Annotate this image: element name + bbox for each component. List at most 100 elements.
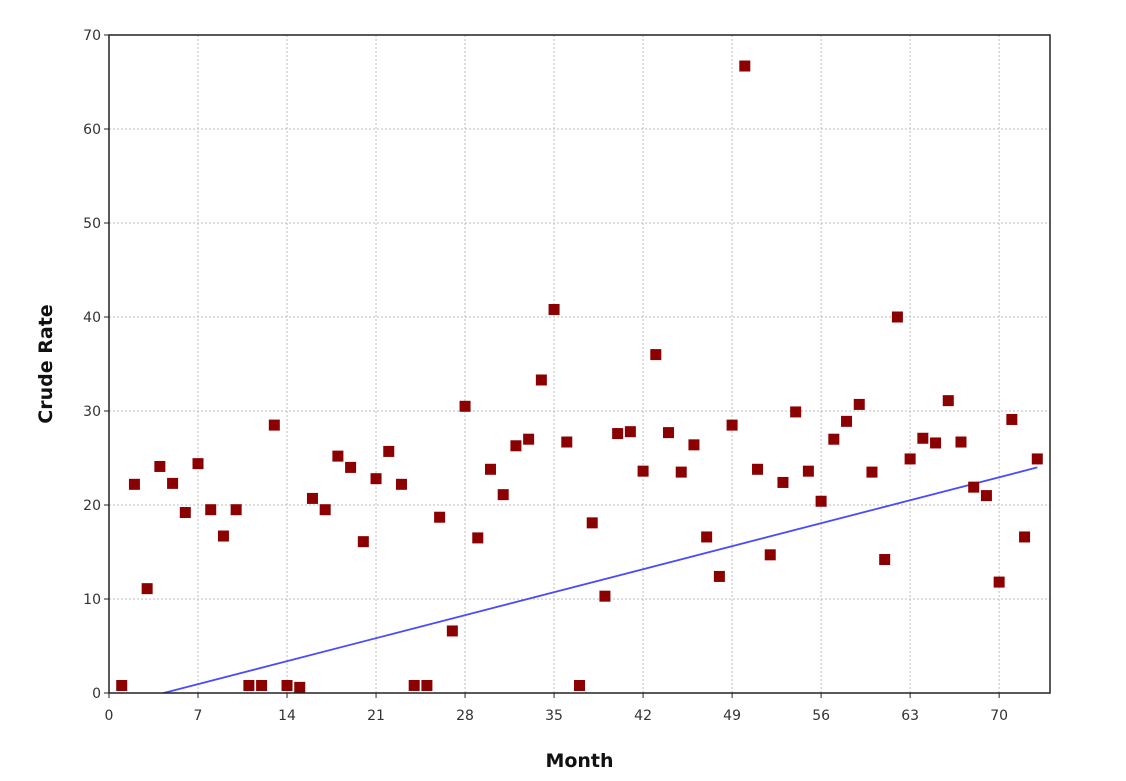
x-tick-label: 28: [456, 708, 474, 724]
data-point: [574, 679, 585, 691]
data-point: [535, 374, 547, 386]
data-point: [446, 625, 458, 637]
data-point: [345, 461, 357, 473]
data-point: [192, 458, 204, 470]
data-point: [294, 681, 306, 693]
data-point: [980, 490, 992, 502]
data-point: [141, 583, 153, 595]
data-point: [357, 536, 369, 548]
y-axis-ticks: 0 10 20 30 40 50 60 70: [83, 28, 109, 702]
data-point: [764, 549, 776, 561]
data-point: [128, 478, 140, 490]
plot-frame: [108, 34, 1051, 694]
data-point: [408, 679, 420, 691]
data-point: [828, 433, 840, 445]
data-point: [472, 532, 484, 544]
data-point: [243, 679, 255, 691]
data-point: [917, 432, 929, 444]
data-point: [726, 419, 738, 431]
data-point: [434, 511, 446, 523]
trend-line-group: [163, 466, 1038, 694]
data-point: [802, 465, 814, 477]
data-point: [256, 679, 268, 691]
data-point: [1031, 453, 1043, 465]
data-point: [306, 492, 318, 504]
data-point: [624, 426, 636, 438]
data-point: [612, 428, 624, 440]
data-point: [675, 466, 687, 478]
data-point: [561, 436, 573, 448]
x-axis-title: Month: [545, 750, 613, 772]
data-point: [370, 473, 382, 485]
data-point: [395, 478, 407, 490]
data-point: [205, 504, 217, 516]
data-point: [790, 406, 802, 418]
data-point: [1006, 413, 1018, 425]
x-tick-label: 21: [367, 708, 385, 724]
data-points: [116, 60, 1043, 693]
y-tick-label: 70: [83, 28, 101, 44]
data-point: [332, 450, 344, 462]
x-tick-label: 14: [278, 708, 296, 724]
data-point: [383, 445, 395, 457]
x-tick-label: 0: [105, 708, 114, 724]
x-tick-label: 42: [634, 708, 652, 724]
data-point: [891, 311, 903, 323]
data-point: [955, 436, 967, 448]
data-point: [268, 419, 280, 431]
data-point: [319, 504, 331, 516]
y-axis-title: Crude Rate: [35, 304, 57, 423]
data-point: [841, 415, 853, 427]
data-point: [752, 463, 764, 475]
data-point: [421, 679, 433, 691]
data-point: [230, 504, 242, 516]
data-point: [484, 463, 496, 475]
x-tick-label: 63: [901, 708, 919, 724]
data-point: [217, 530, 229, 542]
data-point: [853, 398, 865, 410]
data-point: [637, 465, 649, 477]
data-point: [497, 489, 509, 501]
y-tick-label: 50: [83, 216, 101, 232]
data-point: [1019, 531, 1031, 543]
data-point: [713, 570, 725, 582]
data-point: [815, 495, 827, 507]
data-point: [739, 60, 751, 72]
y-tick-label: 10: [83, 592, 101, 608]
data-point: [930, 437, 942, 449]
y-tick-label: 60: [83, 122, 101, 138]
data-point: [688, 439, 700, 451]
data-point: [942, 395, 954, 407]
data-point: [777, 476, 789, 488]
data-point: [650, 349, 662, 361]
y-tick-label: 30: [83, 404, 101, 420]
x-axis-ticks: 0 7 14 21 28 35 42 49 56 63 70: [105, 693, 1008, 724]
x-tick-label: 35: [545, 708, 563, 724]
data-point: [663, 427, 675, 439]
data-point: [116, 679, 128, 691]
data-point: [179, 507, 191, 519]
trend-line: [163, 466, 1038, 694]
data-point: [701, 531, 713, 543]
y-tick-label: 0: [92, 686, 101, 702]
data-point: [599, 590, 611, 602]
data-point: [586, 517, 598, 529]
data-point: [904, 453, 916, 465]
data-point: [167, 477, 179, 489]
x-tick-label: 7: [194, 708, 203, 724]
data-point: [154, 460, 166, 472]
grid: [108, 34, 1050, 694]
data-point: [968, 481, 980, 493]
data-point: [866, 466, 878, 478]
data-point: [459, 400, 471, 412]
x-tick-label: 56: [812, 708, 830, 724]
data-point: [993, 576, 1005, 588]
data-point: [548, 303, 560, 315]
x-tick-label: 70: [990, 708, 1008, 724]
y-tick-label: 20: [83, 498, 101, 514]
data-point: [510, 440, 522, 452]
y-tick-label: 40: [83, 310, 101, 326]
data-point: [281, 679, 293, 691]
data-point: [879, 554, 891, 566]
x-tick-label: 49: [723, 708, 741, 724]
